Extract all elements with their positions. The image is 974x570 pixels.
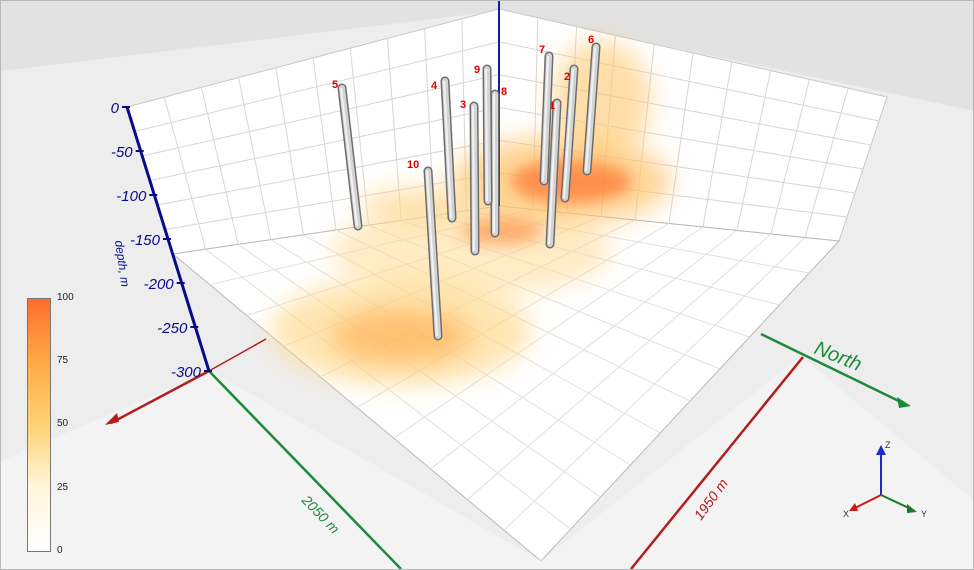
- grid-line: [134, 41, 500, 132]
- well-8[interactable]: 8: [490, 86, 507, 238]
- triad-y-axis: [880, 494, 912, 510]
- depth-tick-label: -200: [144, 276, 175, 293]
- grid-line: [157, 139, 500, 206]
- triad-y-label: Y: [921, 509, 927, 519]
- axis-triad: Z X Y: [843, 440, 927, 519]
- depth-tick-label: -150: [130, 232, 161, 249]
- well-4[interactable]: 4: [431, 76, 457, 223]
- grid-line: [498, 41, 880, 122]
- depth-tick-label: 0: [111, 100, 120, 117]
- well-highlight: [426, 170, 438, 337]
- well-label: 4: [431, 80, 438, 92]
- well-highlight: [485, 68, 488, 202]
- triad-z-label: Z: [885, 440, 891, 450]
- color-legend: 100 75 50 25 0: [25, 292, 105, 559]
- well-1[interactable]: 1: [545, 98, 562, 249]
- well-highlight: [548, 102, 557, 245]
- well-label: 8: [501, 86, 507, 98]
- well-5[interactable]: 5: [332, 79, 363, 231]
- triad-x-arrow: [849, 503, 858, 511]
- well-7[interactable]: 7: [539, 44, 554, 186]
- well-label: 1: [549, 100, 555, 112]
- left-outer-wall: [1, 1, 499, 71]
- depth-tick-label: -250: [157, 320, 188, 337]
- depth-tick-label: -300: [171, 364, 202, 381]
- well-2[interactable]: 2: [560, 64, 579, 203]
- triad-x-label: X: [843, 509, 849, 519]
- heat-blob: [461, 217, 541, 245]
- well-highlight: [563, 68, 574, 199]
- grid-line: [430, 230, 738, 470]
- grid-line: [165, 172, 500, 230]
- triad-x-axis: [852, 494, 882, 510]
- depth-tick-label: -50: [111, 144, 133, 161]
- well-label: 10: [407, 159, 419, 171]
- lower-floor: [1, 356, 973, 569]
- depth-tick-labels: 0 -50 -100 -150 -200 -250 -300: [111, 100, 212, 381]
- heat-blob: [361, 186, 481, 226]
- x-axis-arrow: [105, 413, 119, 425]
- depth-tick-label: -100: [116, 188, 147, 205]
- well-label: 2: [564, 71, 570, 83]
- grid-line: [393, 226, 704, 439]
- heat-field: [271, 41, 671, 386]
- grid-line: [467, 233, 772, 500]
- well-9[interactable]: 9: [474, 64, 493, 206]
- depth-axis-label: depth, m: [112, 239, 132, 287]
- north-axis-arrow: [897, 397, 911, 408]
- well-3[interactable]: 3: [460, 99, 480, 256]
- well-label: 5: [332, 79, 338, 91]
- grid-line: [142, 74, 500, 157]
- well-label: 7: [539, 44, 545, 56]
- well-label: 9: [474, 64, 480, 76]
- well-highlight: [542, 55, 549, 182]
- x-axis-line: [110, 369, 210, 425]
- legend-tick: 100: [57, 292, 74, 303]
- well-6[interactable]: 6: [582, 34, 601, 176]
- grid-line: [503, 237, 806, 531]
- well-label: 3: [460, 99, 466, 111]
- north-axis-line: [760, 332, 906, 406]
- legend-tick: 50: [57, 418, 69, 429]
- well-highlight: [472, 105, 475, 252]
- legend-tick: 25: [57, 482, 69, 493]
- triad-z-arrow: [876, 445, 886, 455]
- grid-line: [149, 107, 500, 181]
- well-highlight: [340, 87, 358, 227]
- wells-layer: 1 2 3 4 5 6 7 8 9 10: [332, 34, 601, 341]
- well-label: 6: [588, 34, 594, 46]
- well-highlight: [585, 46, 596, 172]
- triad-y-arrow: [907, 504, 917, 513]
- well-10[interactable]: 10: [407, 159, 443, 341]
- x-extent-line: [630, 356, 804, 569]
- y-axis-line: [208, 370, 402, 569]
- legend-tick: 75: [57, 355, 69, 366]
- right-outer-wall: [499, 1, 973, 111]
- legend-tick: 0: [57, 545, 63, 556]
- x-axis-back: [208, 338, 267, 372]
- heat-blob: [331, 308, 471, 364]
- legend-gradient-bar: [27, 298, 51, 552]
- well-highlight: [443, 80, 452, 219]
